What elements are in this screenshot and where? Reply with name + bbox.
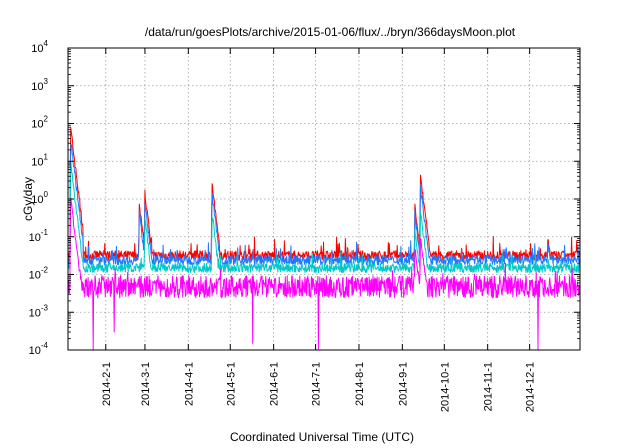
x-tick-label: 2014-6-1 — [269, 362, 281, 406]
y-tick-label: 10-2 — [29, 266, 49, 282]
y-tick-label: 10-1 — [29, 228, 49, 244]
x-tick-label: 2014-10-1 — [439, 362, 451, 412]
y-tick-label: 100 — [31, 190, 48, 206]
axis-ticks: 10-4 10-3 10-2 10-1 100 101 102 103 104 2014-2-1 2… — [29, 39, 580, 412]
x-tick-label: 2014-11-1 — [483, 362, 495, 411]
y-tick-label: 104 — [31, 39, 48, 55]
x-tick-label: 2014-7-1 — [311, 362, 323, 406]
x-axis-label: Coordinated Universal Time (UTC) — [230, 430, 414, 444]
x-tick-label: 2014-5-1 — [225, 362, 237, 406]
y-axis-label: cGy/day — [21, 177, 35, 221]
y-tick-label: 101 — [31, 152, 48, 168]
x-tick-label: 2014-2-1 — [101, 362, 113, 406]
y-tick-label: 102 — [31, 115, 48, 131]
x-tick-label: 2014-8-1 — [354, 362, 366, 406]
y-tick-label: 103 — [31, 77, 48, 93]
x-tick-label: 2014-12-1 — [525, 362, 537, 412]
x-tick-label: 2014-3-1 — [140, 362, 152, 406]
chart-title: /data/run/goesPlots/archive/2015-01-06/f… — [145, 25, 516, 39]
x-tick-label: 2014-9-1 — [397, 362, 409, 406]
grid-lines — [68, 48, 580, 350]
plot-series — [68, 127, 580, 350]
x-tick-label: 2014-4-1 — [183, 362, 195, 406]
y-tick-label: 10-3 — [29, 303, 49, 319]
series-line — [68, 161, 580, 274]
series-line — [68, 197, 580, 350]
y-tick-label: 10-4 — [29, 341, 49, 357]
